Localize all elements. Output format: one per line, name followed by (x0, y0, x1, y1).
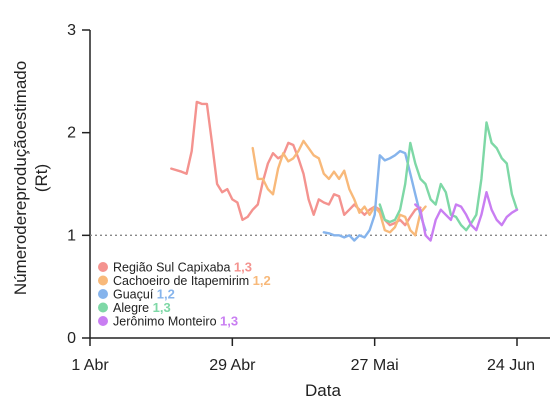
y-tick-label-0: 0 (67, 330, 76, 347)
legend-sup-1: 1,2 (253, 273, 271, 288)
legend-sup-4: 1,3 (220, 314, 238, 329)
series-line-1 (251, 139, 427, 237)
legend-marker-4 (98, 316, 108, 326)
x-tick-label-0: 1 Abr (71, 357, 109, 374)
x-axis-title: Data (305, 381, 341, 400)
y-axis-title-line2: (Rt) (32, 164, 51, 192)
legend-label-3: Alegre 1,3 (113, 300, 171, 315)
y-tick-label-2: 2 (67, 125, 76, 142)
y-axis-title-line1: Númeroderepro­duçãoestimado (11, 61, 30, 295)
legend-marker-1 (98, 275, 108, 286)
legend-label-2: Guaçuí 1,2 (113, 287, 175, 302)
series-line-3 (378, 121, 519, 232)
legend-label-4: Jerônimo Monteiro 1,3 (113, 314, 238, 329)
legend-marker-2 (98, 289, 108, 299)
legend-label-0: Região Sul Capixaba 1,3 (113, 260, 252, 275)
series-line-4 (414, 191, 519, 242)
legend-label-1: Cachoeiro de Itapemirim 1,2 (113, 273, 271, 288)
legend-sup-3: 1,3 (153, 300, 171, 315)
legend-sup-2: 1,2 (157, 287, 175, 302)
x-ticks: 1 Abr 29 Abr 27 Mai 24 Jun (71, 338, 535, 374)
y-ticks: 0 1 2 3 (67, 22, 90, 347)
x-tick-label-1: 29 Abr (209, 357, 256, 374)
series-line-2 (322, 149, 427, 242)
legend-marker-0 (98, 262, 108, 272)
series-line-0 (170, 100, 422, 227)
x-tick-label-2: 27 Mai (351, 357, 399, 374)
y-tick-label-3: 3 (67, 22, 76, 39)
legend-sup-0: 1,3 (234, 260, 252, 275)
series-group (170, 100, 519, 242)
legend-marker-3 (98, 302, 108, 313)
y-tick-label-1: 1 (67, 227, 76, 244)
axes (89, 30, 550, 339)
x-tick-label-3: 24 Jun (487, 357, 535, 374)
